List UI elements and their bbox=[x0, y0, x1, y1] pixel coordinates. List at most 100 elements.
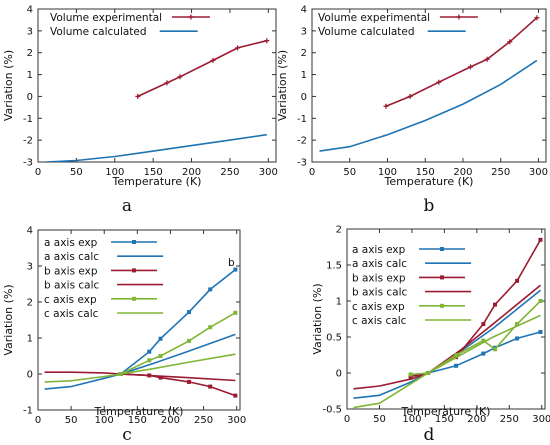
y-tick-label: -3 bbox=[23, 158, 33, 169]
x-axis-title: Temperature (K) bbox=[112, 175, 202, 188]
data-point bbox=[135, 93, 141, 99]
series-group bbox=[353, 237, 543, 409]
plot-frame bbox=[346, 228, 546, 410]
panel-a: 0 50 100 150 200 250 300 -3 -2 -1 0 1 2 3 4 Temperature… bbox=[2, 5, 278, 217]
y-tick-label: 3 bbox=[27, 262, 33, 273]
y-tick-label: 0.5 bbox=[326, 333, 342, 344]
data-point bbox=[383, 103, 389, 109]
panel-label: b bbox=[424, 196, 435, 216]
y-axis-title: Variation (%) bbox=[311, 283, 324, 354]
series-line-volume-experimental bbox=[137, 39, 267, 98]
data-point bbox=[454, 363, 459, 368]
legend-label: c axis calc bbox=[352, 315, 407, 327]
x-tick-label: 300 bbox=[259, 167, 278, 178]
x-tick-label: 300 bbox=[227, 415, 246, 426]
legend-marker bbox=[456, 14, 462, 20]
y-tick-label: 1 bbox=[27, 334, 33, 345]
panel-label: c bbox=[122, 425, 132, 445]
x-tick-label: 150 bbox=[128, 415, 147, 426]
legend-marker bbox=[440, 275, 444, 280]
x-tick-label: 0 bbox=[35, 415, 41, 426]
y-tick-label: -1 bbox=[23, 406, 33, 417]
legend-label: b axis exp bbox=[44, 265, 98, 277]
y-tick-label: 3 bbox=[27, 26, 33, 37]
data-point bbox=[264, 38, 270, 44]
y-tick-label: -2 bbox=[297, 136, 307, 147]
y-tick-label: -2 bbox=[23, 136, 33, 147]
legend: Volume experimental Volume calculated bbox=[50, 12, 210, 38]
data-point bbox=[515, 322, 520, 327]
series-line-a-axis-exp bbox=[120, 268, 236, 375]
series-line-volume-calculated bbox=[319, 59, 538, 152]
data-point bbox=[233, 310, 238, 315]
x-tick-label: 200 bbox=[453, 167, 472, 178]
data-point bbox=[208, 287, 213, 292]
legend-label: c axis calc bbox=[44, 308, 99, 320]
data-point bbox=[407, 93, 413, 99]
data-point bbox=[210, 57, 216, 63]
series-line-c-axis-exp bbox=[120, 312, 236, 375]
x-tick-label: 250 bbox=[220, 167, 239, 178]
legend-label: b axis exp bbox=[352, 272, 406, 284]
data-point bbox=[158, 375, 163, 380]
x-tick-label: 100 bbox=[378, 167, 397, 178]
x-tick-label: 0 bbox=[35, 167, 41, 178]
data-point bbox=[481, 351, 486, 356]
data-point bbox=[147, 358, 152, 363]
y-tick-label: 0 bbox=[27, 370, 33, 381]
y-tick-label: 4 bbox=[27, 5, 33, 16]
data-point bbox=[493, 347, 498, 352]
data-point bbox=[481, 338, 486, 343]
x-tick-label: 300 bbox=[529, 167, 548, 178]
data-point bbox=[538, 237, 543, 242]
legend-label: Volume calculated bbox=[318, 26, 415, 38]
x-tick-label: 50 bbox=[70, 167, 83, 178]
data-point bbox=[534, 15, 540, 21]
series-line-b-axis-calc bbox=[44, 371, 236, 382]
y-tick-label: 1 bbox=[27, 70, 33, 81]
plot-frame bbox=[37, 229, 241, 411]
x-axis-title: Temperature (K) bbox=[401, 405, 491, 418]
x-tick-label: 150 bbox=[144, 167, 163, 178]
data-point bbox=[481, 322, 486, 327]
x-tick-label: 50 bbox=[343, 167, 356, 178]
y-tick-label: -0.5 bbox=[322, 405, 342, 416]
legend-label: b axis calc bbox=[352, 287, 408, 299]
data-point bbox=[493, 302, 498, 307]
data-point bbox=[147, 349, 152, 354]
data-point bbox=[484, 56, 490, 62]
data-point bbox=[158, 354, 163, 358]
x-tick-label: 200 bbox=[161, 415, 180, 426]
y-tick-label: 1.5 bbox=[326, 261, 342, 272]
y-tick-label: 0 bbox=[336, 369, 342, 380]
y-tick-label: 2 bbox=[336, 225, 342, 236]
x-tick-label: 200 bbox=[182, 167, 201, 178]
legend-marker bbox=[440, 247, 444, 251]
x-tick-label: 50 bbox=[373, 414, 386, 425]
x-axis-title: Temperature (K) bbox=[94, 405, 184, 418]
series-group bbox=[44, 267, 238, 398]
data-point bbox=[408, 372, 413, 377]
y-tick-label: 3 bbox=[301, 26, 307, 37]
data-point bbox=[208, 325, 213, 330]
legend-label: c axis exp bbox=[44, 294, 97, 306]
y-axis-title: Variation (%) bbox=[276, 50, 289, 121]
y-tick-label: 1 bbox=[301, 70, 307, 81]
legend-label: Volume calculated bbox=[50, 26, 147, 38]
data-point bbox=[515, 278, 520, 283]
data-point bbox=[436, 79, 442, 85]
y-tick-label: 0 bbox=[27, 92, 33, 103]
y-tick-label: -3 bbox=[297, 158, 307, 169]
series-line-b-axis-exp bbox=[410, 239, 542, 378]
legend: Volume experimental Volume calculated bbox=[318, 12, 478, 38]
data-point bbox=[454, 353, 459, 357]
data-point bbox=[233, 267, 238, 272]
legend-label: a axis calc bbox=[44, 251, 99, 263]
panel-label: a bbox=[122, 196, 132, 216]
legend-label: a axis calc bbox=[352, 258, 407, 270]
panel-b: 0 50 100 150 200 250 300 -3 -2 -1 0 1 2 3 4 Temperature… bbox=[276, 5, 548, 217]
y-tick-label: 2 bbox=[301, 48, 307, 59]
legend: a axis exp a axis calc b axis exp b axis ca… bbox=[352, 244, 472, 327]
x-tick-label: 0 bbox=[309, 167, 315, 178]
x-tick-label: 250 bbox=[500, 414, 519, 425]
